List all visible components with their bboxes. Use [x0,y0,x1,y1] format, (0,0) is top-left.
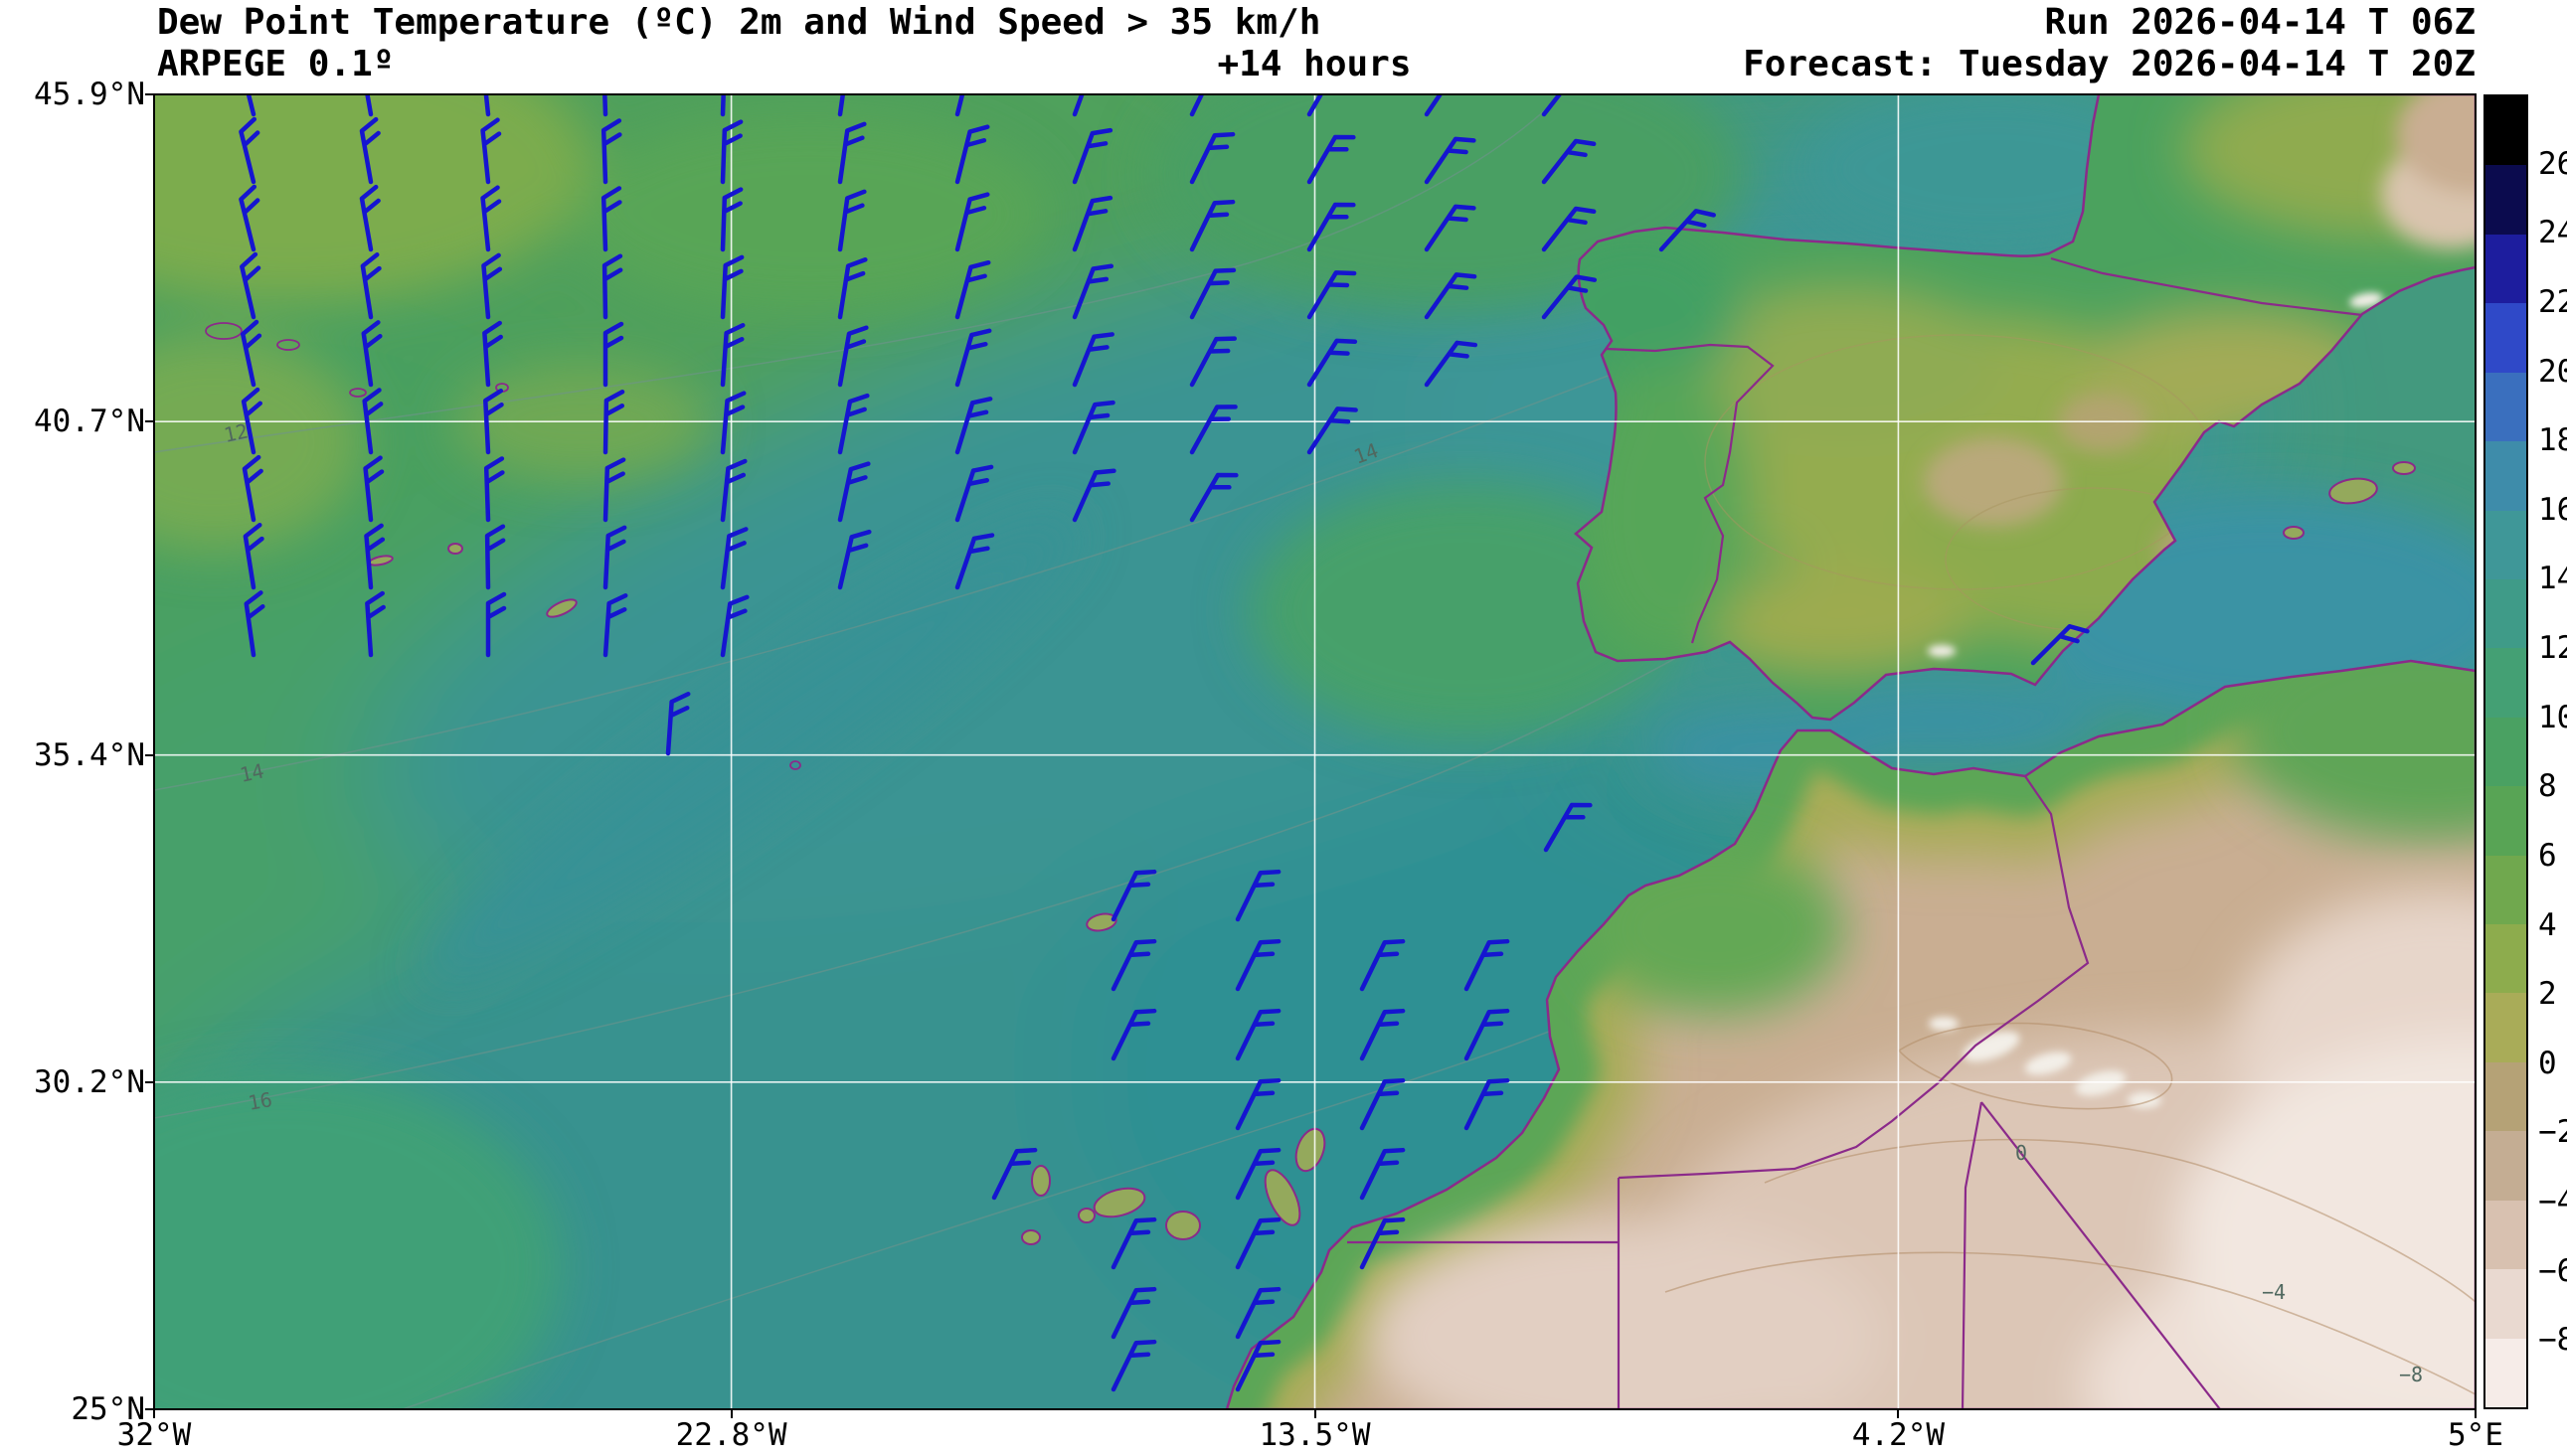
x-tick-mark [1313,1409,1316,1418]
colorbar-tick-label: −6 [2538,1252,2567,1289]
colorbar-segment [2485,1338,2526,1408]
colorbar-segment [2485,234,2526,304]
y-tick-mark [145,753,154,756]
colorbar-segment [2485,924,2526,994]
colorbar-tick-label: 10 [2538,699,2567,735]
run-time-label: Run 2026-04-14 T 06Z [2044,2,2476,43]
wind-barbs-layer [239,94,2090,1392]
y-tick-mark [145,1080,154,1083]
colorbar-segment [2485,717,2526,787]
x-tick-mark [2475,1409,2477,1418]
colorbar-tick-label: 12 [2538,630,2567,667]
colorbar-tick-label: 26 [2538,145,2567,182]
colorbar-tick-label: 20 [2538,353,2567,390]
x-tick-label: 13.5°W [1259,1417,1371,1453]
africa-landmass [1225,659,2476,1409]
colorbar-segment [2485,578,2526,649]
colorbar [2483,94,2528,1409]
algeria-mauritania-borders [1961,1101,2221,1409]
y-tick-label: 35.4°N [34,736,145,773]
x-tick-label: 5°E [2448,1417,2503,1453]
madeira-island [1086,912,1117,932]
colorbar-segment [2485,855,2526,925]
colorbar-segment [2485,165,2526,235]
colorbar-segment [2485,303,2526,373]
colorbar-tick-label: 6 [2538,837,2557,874]
islands [368,461,2416,1245]
colorbar-tick-label: 4 [2538,906,2557,943]
x-tick-label: 32°W [116,1417,192,1453]
colorbar-tick-label: −8 [2538,1322,2567,1359]
x-tick-mark [730,1409,733,1418]
svg-text:14: 14 [238,758,266,786]
graticule-gridlines [154,94,2476,1409]
svg-text:16: 16 [247,1087,274,1115]
canary-islands [1021,1127,1326,1245]
azores-islands [368,543,578,618]
map-plot-area: 12 14 16 14 0 −4 −8 [153,93,2477,1410]
colorbar-segment [2485,648,2526,718]
colorbar-tick-label: −4 [2538,1184,2567,1220]
y-tick-label: 30.2°N [34,1063,145,1100]
desert-contour-lines [1664,1022,2476,1395]
svg-text:−4: −4 [2262,1280,2286,1304]
colorbar-tick-label: 18 [2538,422,2567,459]
y-tick-mark [145,1408,154,1410]
colorbar-segment [2485,1131,2526,1201]
y-tick-label: 40.7°N [34,404,145,440]
country-borders [1347,256,2363,1409]
colorbar-segment [2485,96,2526,166]
colorbar-segment [2485,786,2526,856]
forecast-valid-label: Forecast: Tuesday 2026-04-14 T 20Z [1743,44,2476,84]
colorbar-tick-label: 24 [2538,215,2567,251]
svg-text:0: 0 [2015,1141,2027,1165]
y-tick-label: 25°N [71,1391,145,1427]
lead-time-label: +14 hours [1217,44,1412,84]
balearic-islands [2283,461,2416,540]
svg-text:12: 12 [222,418,251,446]
colorbar-segment [2485,441,2526,511]
colorbar-tick-label: 22 [2538,283,2567,320]
colorbar-tick-label: 16 [2538,491,2567,528]
colorbar-tick-label: −2 [2538,1114,2567,1151]
iberia-france-landmass [1574,94,2476,722]
colorbar-tick-label: 8 [2538,768,2557,805]
colorbar-segment [2485,993,2526,1062]
colorbar-tick-label: 2 [2538,976,2557,1013]
spain-france-border [2050,256,2363,317]
y-tick-mark [145,420,154,423]
colorbar-segment [2485,510,2526,579]
portugal-spain-border [1605,343,1775,644]
x-tick-label: 4.2°W [1851,1417,1946,1453]
x-tick-mark [1897,1409,1900,1418]
western-sahara-borders [1347,1178,1621,1409]
y-tick-label: 45.9°N [34,77,145,112]
colorbar-tick-label: 14 [2538,561,2567,597]
svg-text:−8: −8 [2399,1363,2423,1386]
colorbar-segment [2485,1269,2526,1339]
x-tick-label: 22.8°W [675,1417,787,1453]
colorbar-segment [2485,1061,2526,1132]
chart-title: Dew Point Temperature (ºC) 2m and Wind S… [157,2,1321,43]
y-tick-mark [145,93,154,95]
colorbar-tick-label: 0 [2538,1045,2557,1081]
colorbar-segment [2485,1200,2526,1270]
small-contour-artifacts [205,322,801,770]
colorbar-segment [2485,372,2526,442]
model-label: ARPEGE 0.1º [157,44,395,84]
morocco-algeria-border [1618,775,2090,1180]
x-tick-mark [153,1409,155,1418]
